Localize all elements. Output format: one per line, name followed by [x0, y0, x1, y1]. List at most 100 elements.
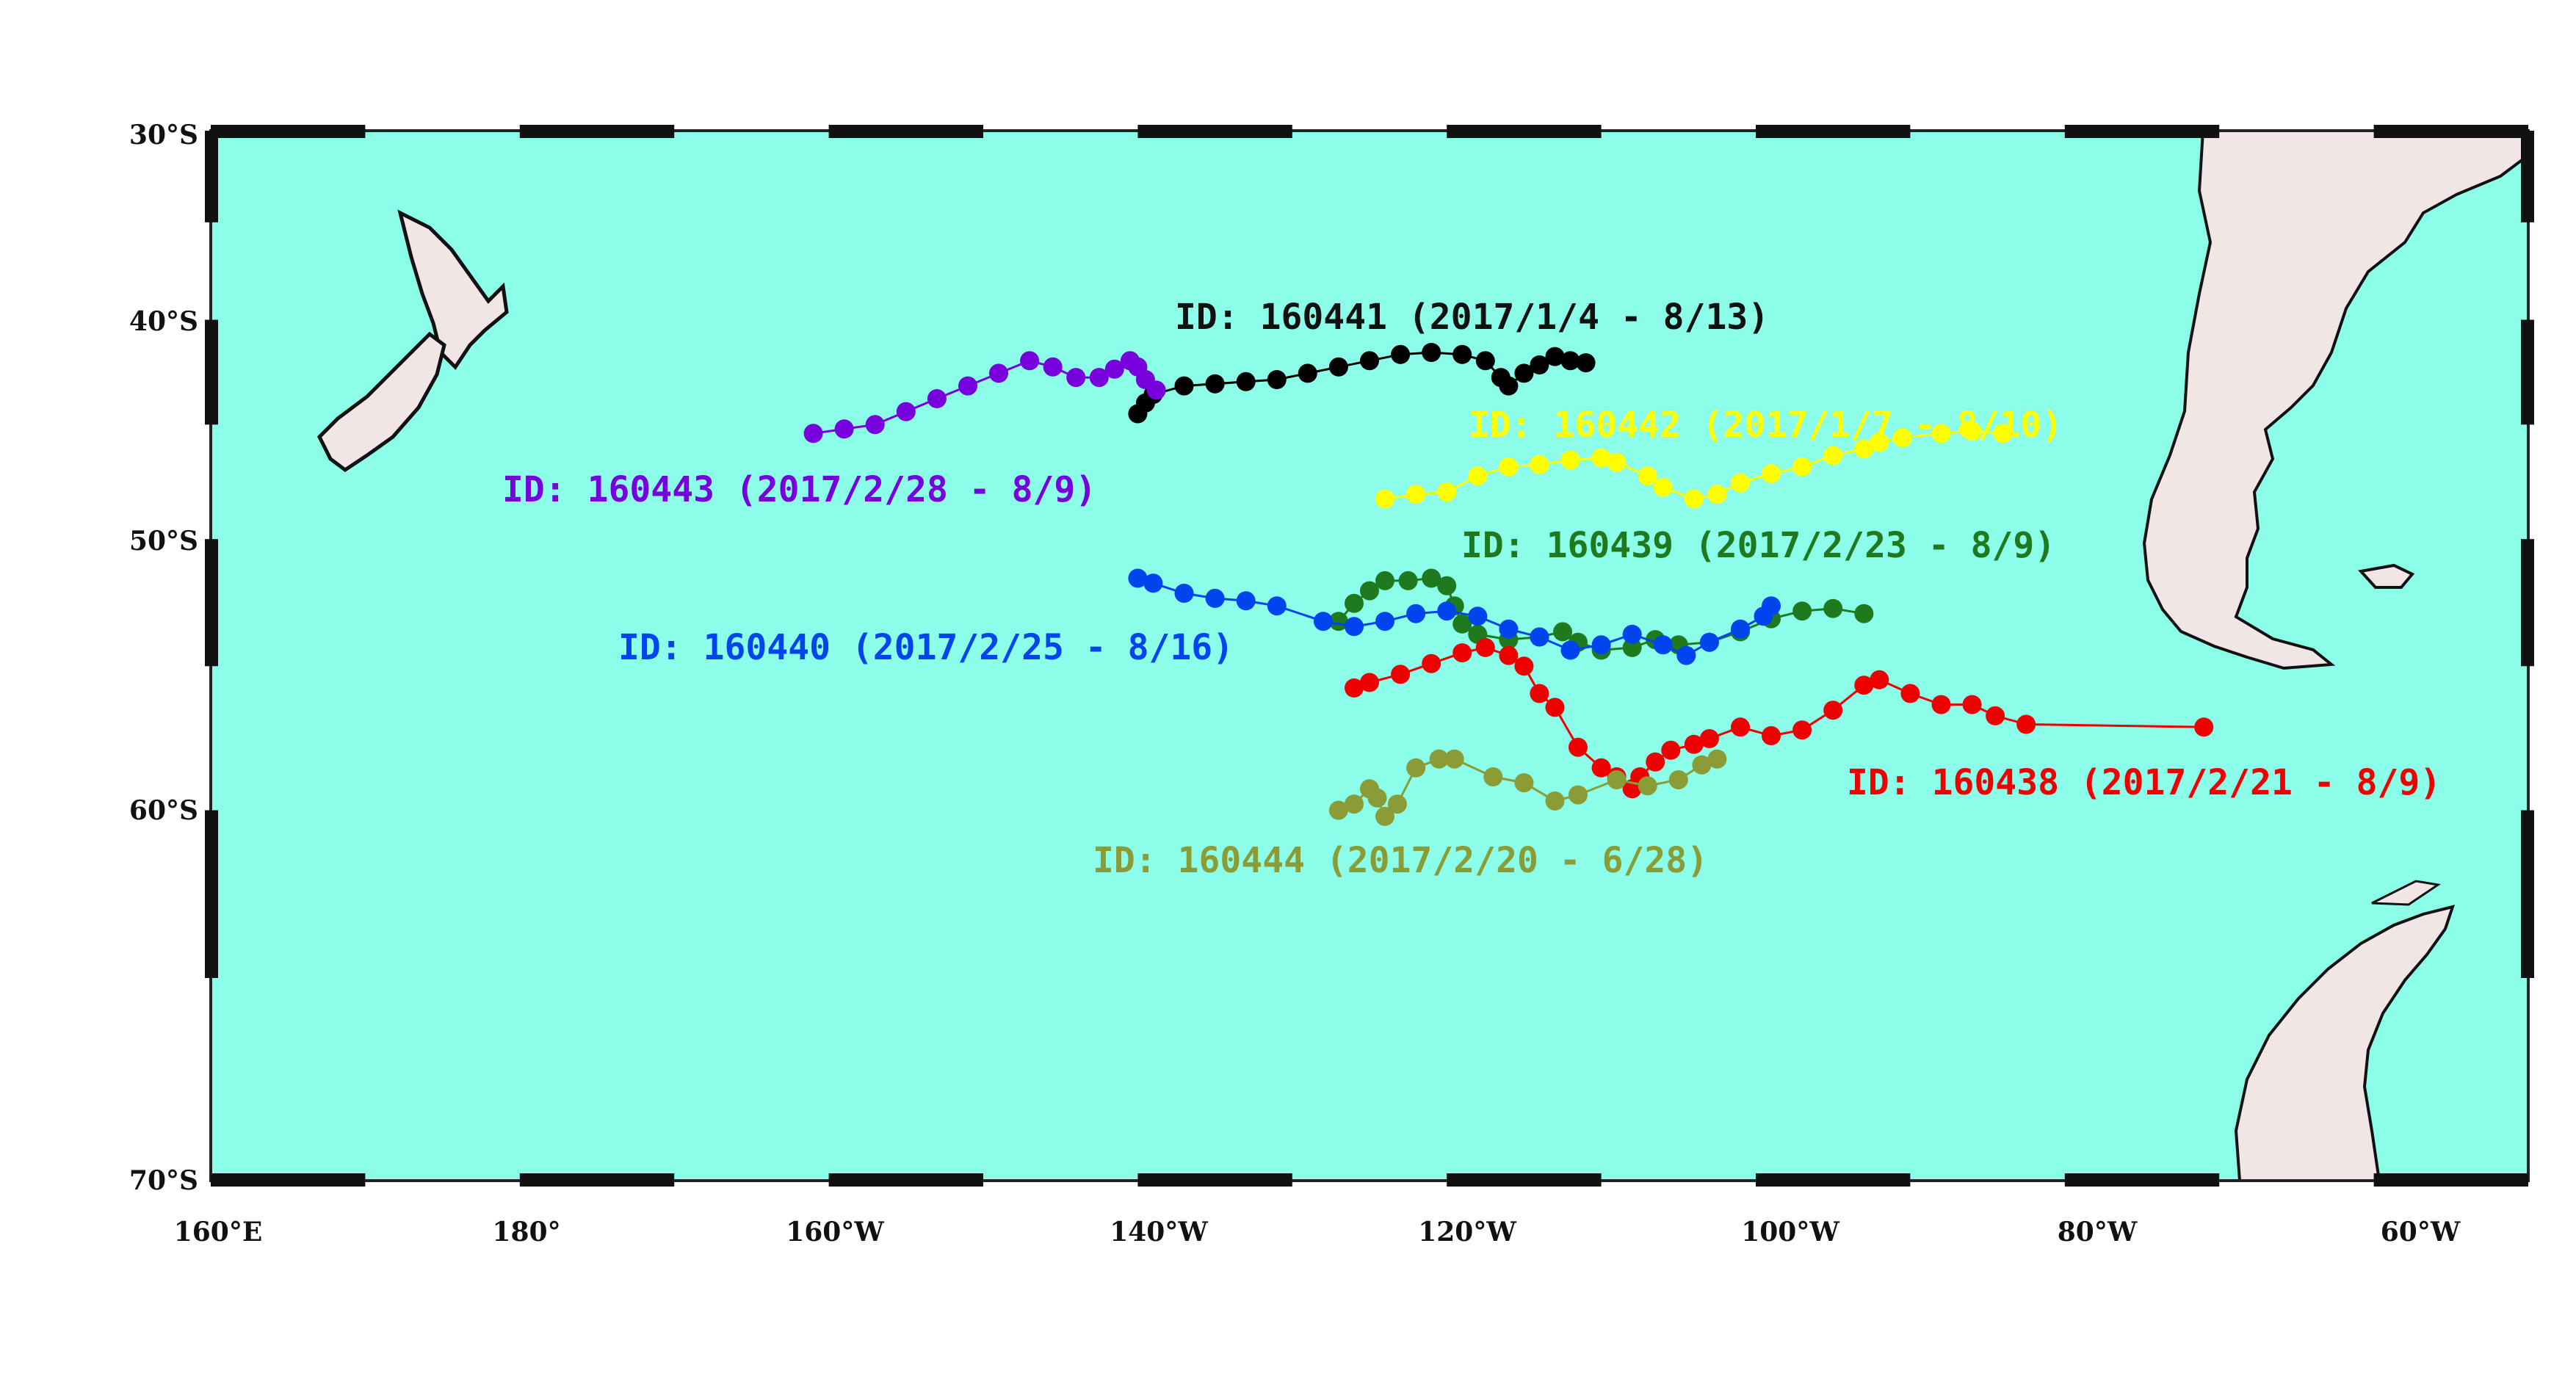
track-point-1-7	[1591, 448, 1611, 468]
track-point-2-5	[958, 376, 977, 396]
track-point-6-1	[1345, 794, 1364, 814]
track-point-4-18	[1676, 645, 1696, 665]
track-point-1-1	[1406, 485, 1426, 504]
track-point-4-13	[1530, 627, 1549, 647]
track-point-5-19	[1731, 717, 1750, 737]
frame-tick-bottom-14	[2373, 1173, 2528, 1187]
track-point-1-19	[1892, 428, 1912, 448]
land-layer	[316, 131, 2528, 1181]
track-point-5-6	[1499, 645, 1519, 665]
track-point-4-7	[1345, 617, 1364, 637]
track-point-6-12	[1569, 785, 1588, 805]
track-point-1-16	[1823, 446, 1843, 466]
frame-tick-bottom-10	[1756, 1173, 1911, 1187]
track-point-1-0	[1375, 489, 1394, 509]
float-label-160439: ID: 160439 (2017/2/23 - 8/9)	[1461, 525, 2055, 566]
falkland-islands	[2358, 563, 2415, 589]
float-label-160440: ID: 160440 (2017/2/25 - 8/16)	[618, 627, 1234, 668]
track-point-2-2	[865, 415, 885, 435]
track-point-4-10	[1437, 601, 1457, 621]
track-point-2-10	[1089, 368, 1109, 388]
frame-tick-left-0	[205, 131, 218, 222]
track-point-6-3	[1367, 788, 1387, 808]
track-point-4-15	[1591, 635, 1611, 655]
track-point-6-9	[1483, 767, 1503, 786]
track-point-4-22	[1762, 596, 1781, 616]
track-point-5-20	[1762, 726, 1781, 745]
float-label-160443: ID: 160443 (2017/2/28 - 8/9)	[502, 469, 1096, 510]
track-6	[1328, 749, 1727, 826]
track-point-5-10	[1569, 737, 1588, 757]
track-point-2-9	[1066, 368, 1086, 388]
frame-tick-left-6	[205, 810, 218, 978]
track-point-5-7	[1514, 656, 1534, 676]
frame-tick-top-12	[2064, 125, 2220, 138]
longitude-labels: 160°E 180° 160°W 140°W 120°W 100°W 80°W …	[174, 1217, 2461, 1247]
track-point-5-2	[1391, 664, 1411, 684]
frame-tick-right-4	[2521, 539, 2534, 667]
track-point-4-19	[1699, 632, 1719, 652]
track-point-1-22	[1993, 424, 2013, 443]
lon-label-60w: 60°W	[2381, 1217, 2461, 1247]
frame-tick-top-14	[2373, 125, 2528, 138]
track-point-6-10	[1514, 773, 1534, 793]
track-4	[1128, 568, 1781, 665]
track-1	[1375, 421, 2013, 509]
float-label-160444: ID: 160444 (2017/2/20 - 6/28)	[1093, 840, 1708, 881]
lon-label-160e: 160°E	[174, 1217, 263, 1247]
track-point-6-8	[1444, 749, 1464, 769]
new-zealand-north-island	[397, 209, 509, 370]
frame-tick-bottom-6	[1137, 1173, 1292, 1187]
track-point-5-1	[1360, 673, 1379, 692]
track-point-3-4	[1398, 571, 1418, 590]
frame-tick-right-2	[2521, 319, 2534, 425]
track-point-5-0	[1345, 678, 1364, 698]
track-point-2-15	[1146, 380, 1166, 400]
track-point-4-20	[1731, 619, 1750, 639]
latitude-labels: 30°S 40°S 50°S 60°S 70°S	[129, 120, 198, 1196]
track-point-4-11	[1468, 606, 1488, 626]
track-point-2-7	[1020, 351, 1040, 371]
track-point-0-19	[1560, 351, 1580, 371]
track-point-4-5	[1267, 596, 1287, 616]
track-point-1-20	[1931, 424, 1951, 443]
map-frame-ticks	[205, 125, 2534, 1187]
track-point-3-12	[1553, 622, 1572, 642]
frame-tick-top-0	[211, 125, 366, 138]
lon-label-120w: 120°W	[1418, 1217, 1516, 1247]
track-point-0-20	[1576, 353, 1596, 373]
frame-tick-bottom-0	[211, 1173, 366, 1187]
track-point-5-11	[1591, 758, 1611, 778]
lat-label-30s: 30°S	[129, 120, 198, 151]
lon-label-140w: 140°W	[1110, 1217, 1208, 1247]
frame-tick-top-4	[828, 125, 983, 138]
track-point-6-13	[1607, 770, 1627, 789]
track-point-4-3	[1205, 588, 1225, 608]
track-point-1-4	[1499, 457, 1519, 477]
track-point-2-6	[989, 363, 1008, 383]
lon-label-80w: 80°W	[2058, 1217, 2138, 1247]
track-point-5-26	[1931, 695, 1951, 714]
frame-tick-top-6	[1137, 125, 1292, 138]
track-point-3-5	[1422, 568, 1441, 588]
track-point-4-17	[1653, 635, 1673, 655]
track-point-0-16	[1514, 363, 1534, 383]
frame-tick-bottom-2	[519, 1173, 675, 1187]
track-point-0-6	[1267, 370, 1287, 389]
track-point-5-21	[1792, 720, 1812, 740]
track-point-1-11	[1684, 489, 1704, 509]
track-5	[1345, 637, 2214, 799]
track-point-3-1	[1345, 593, 1364, 613]
track-2	[803, 351, 1166, 443]
track-point-5-8	[1530, 684, 1549, 703]
track-point-6-11	[1545, 791, 1565, 811]
track-point-0-18	[1545, 347, 1565, 366]
track-point-5-25	[1900, 684, 1920, 703]
track-point-0-11	[1422, 343, 1441, 362]
track-point-5-28	[1986, 706, 2005, 725]
track-point-0-3	[1174, 376, 1194, 396]
track-point-3-3	[1375, 571, 1394, 590]
track-point-5-24	[1870, 670, 1889, 689]
track-point-1-13	[1731, 473, 1750, 493]
